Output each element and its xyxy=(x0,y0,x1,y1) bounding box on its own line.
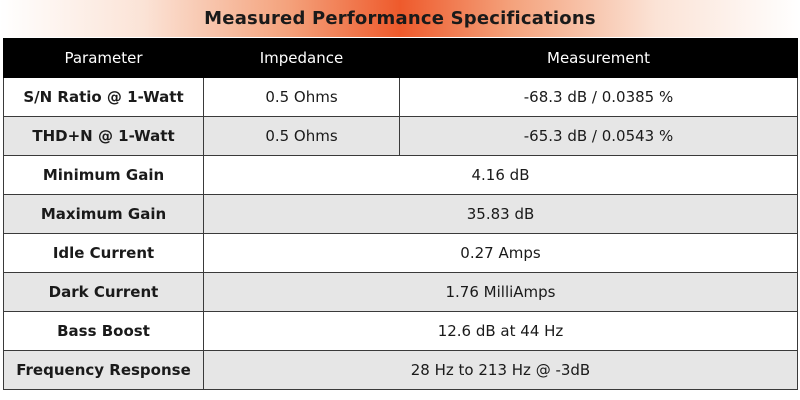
header-parameter: Parameter xyxy=(3,38,204,78)
value-cell: 28 Hz to 213 Hz @ -3dB xyxy=(203,350,798,390)
value-cell: 35.83 dB xyxy=(203,194,798,234)
measurement-cell: -65.3 dB / 0.0543 % xyxy=(399,116,798,156)
parameter-cell: Maximum Gain xyxy=(3,194,204,234)
value-cell: 12.6 dB at 44 Hz xyxy=(203,311,798,351)
table-row: Frequency Response 28 Hz to 213 Hz @ -3d… xyxy=(3,350,798,390)
parameter-cell: Idle Current xyxy=(3,233,204,273)
parameter-cell: Bass Boost xyxy=(3,311,204,351)
impedance-cell: 0.5 Ohms xyxy=(203,116,400,156)
parameter-cell: THD+N @ 1-Watt xyxy=(3,116,204,156)
table-row: Idle Current 0.27 Amps xyxy=(3,233,798,273)
parameter-cell: Dark Current xyxy=(3,272,204,312)
table-row: Maximum Gain 35.83 dB xyxy=(3,194,798,234)
value-cell: 4.16 dB xyxy=(203,155,798,195)
impedance-cell: 0.5 Ohms xyxy=(203,77,400,117)
measurement-cell: -68.3 dB / 0.0385 % xyxy=(399,77,798,117)
title-banner: Measured Performance Specifications xyxy=(0,0,800,37)
value-cell: 1.76 MilliAmps xyxy=(203,272,798,312)
table-row: Minimum Gain 4.16 dB xyxy=(3,155,798,195)
parameter-cell: Frequency Response xyxy=(3,350,204,390)
parameter-cell: S/N Ratio @ 1-Watt xyxy=(3,77,204,117)
value-cell: 0.27 Amps xyxy=(203,233,798,273)
performance-spec-table: Parameter Impedance Measurement S/N Rati… xyxy=(3,38,798,390)
parameter-cell: Minimum Gain xyxy=(3,155,204,195)
table-row: S/N Ratio @ 1-Watt 0.5 Ohms -68.3 dB / 0… xyxy=(3,77,798,117)
header-row: Parameter Impedance Measurement xyxy=(3,38,798,78)
table-row: Dark Current 1.76 MilliAmps xyxy=(3,272,798,312)
header-measurement: Measurement xyxy=(399,38,798,78)
table-title: Measured Performance Specifications xyxy=(204,8,596,29)
table-row: Bass Boost 12.6 dB at 44 Hz xyxy=(3,311,798,351)
table-row: THD+N @ 1-Watt 0.5 Ohms -65.3 dB / 0.054… xyxy=(3,116,798,156)
header-impedance: Impedance xyxy=(203,38,400,78)
